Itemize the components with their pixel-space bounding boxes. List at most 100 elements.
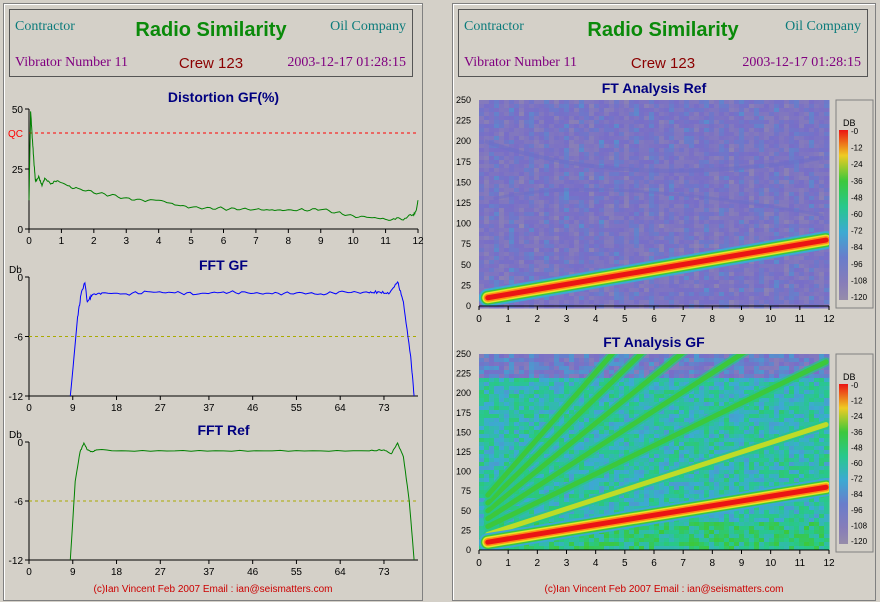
spectrogram-cell bbox=[724, 240, 730, 245]
spectrogram-cell bbox=[519, 176, 525, 181]
spectrogram-cell bbox=[489, 362, 495, 367]
spectrogram-cell bbox=[584, 236, 590, 241]
spectrogram-cell bbox=[719, 164, 725, 169]
spectrogram-cell bbox=[824, 300, 830, 305]
spectrogram-cell bbox=[794, 276, 800, 281]
spectrogram-cell bbox=[584, 148, 590, 153]
spectrogram-cell bbox=[809, 160, 815, 165]
spectrogram-cell bbox=[699, 128, 705, 133]
spectrogram-cell bbox=[599, 236, 605, 241]
spectrogram-cell bbox=[709, 386, 715, 391]
spectrogram-cell bbox=[654, 280, 660, 285]
spectrogram-cell bbox=[604, 148, 610, 153]
spectrogram-cell bbox=[509, 144, 515, 149]
spectrogram-cell bbox=[574, 116, 580, 121]
spectrogram-cell bbox=[614, 128, 620, 133]
spectrogram-cell bbox=[774, 152, 780, 157]
spectrogram-cell bbox=[654, 228, 660, 233]
spectrogram-cell bbox=[569, 204, 575, 209]
spectrogram-cell bbox=[724, 386, 730, 391]
spectrogram-cell bbox=[729, 284, 735, 289]
spectrogram-cell bbox=[724, 288, 730, 293]
spectrogram-cell bbox=[769, 410, 775, 415]
spectrogram-cell bbox=[504, 260, 510, 265]
spectrogram-cell bbox=[784, 220, 790, 225]
spectrogram-cell bbox=[579, 184, 585, 189]
spectrogram-cell bbox=[744, 228, 750, 233]
spectrogram-cell bbox=[524, 168, 530, 173]
spectrogram-cell bbox=[754, 144, 760, 149]
spectrogram-cell bbox=[799, 212, 805, 217]
series-line bbox=[69, 441, 415, 561]
spectrogram-cell bbox=[489, 124, 495, 129]
spectrogram-cell bbox=[584, 120, 590, 125]
spectrogram-cell bbox=[494, 140, 500, 145]
spectrogram-cell bbox=[534, 128, 540, 133]
spectrogram-cell bbox=[609, 204, 615, 209]
spectrogram-cell bbox=[589, 358, 595, 363]
spectrogram-cell bbox=[649, 256, 655, 261]
spectrogram-cell bbox=[634, 128, 640, 133]
spectrogram-cell bbox=[574, 212, 580, 217]
spectrogram-cell bbox=[514, 280, 520, 285]
spectrogram-cell bbox=[759, 378, 765, 383]
x-tick-label: 9 bbox=[318, 236, 324, 247]
spectrogram-cell bbox=[619, 196, 625, 201]
spectrogram-cell bbox=[594, 228, 600, 233]
spectrogram-cell bbox=[674, 116, 680, 121]
spectrogram-cell bbox=[654, 200, 660, 205]
spectrogram-cell bbox=[514, 276, 520, 281]
spectrogram-cell bbox=[589, 176, 595, 181]
spectrogram-cell bbox=[629, 232, 635, 237]
spectrogram-cell bbox=[614, 240, 620, 245]
spectrogram-cell bbox=[684, 228, 690, 233]
spectrogram-cell bbox=[624, 402, 630, 407]
spectrogram-cell bbox=[604, 418, 610, 423]
spectrogram-cell bbox=[814, 172, 820, 177]
spectrogram-cell bbox=[499, 374, 505, 379]
spectrogram-cell bbox=[509, 232, 515, 237]
spectrogram-cell bbox=[809, 264, 815, 269]
spectrogram-cell bbox=[509, 240, 515, 245]
spectrogram-cell bbox=[534, 228, 540, 233]
spectrogram-cell bbox=[659, 144, 665, 149]
spectrogram-cell bbox=[559, 108, 565, 113]
spectrogram-cell bbox=[674, 418, 680, 423]
spectrogram-cell bbox=[794, 128, 800, 133]
spectrogram-cell bbox=[579, 192, 585, 197]
spectrogram-cell bbox=[694, 370, 700, 375]
spectrogram-cell bbox=[694, 140, 700, 145]
spectrogram-cell bbox=[769, 124, 775, 129]
spectrogram-cell bbox=[759, 264, 765, 269]
spectrogram-cell bbox=[569, 200, 575, 205]
y-tick-label: 50 bbox=[12, 105, 24, 116]
spectrogram-cell bbox=[674, 374, 680, 379]
spectrogram-cell bbox=[729, 132, 735, 137]
spectrogram-cell bbox=[524, 208, 530, 213]
spectrogram-cell bbox=[804, 208, 810, 213]
spectrogram-cell bbox=[624, 248, 630, 253]
spectrogram-cell bbox=[599, 212, 605, 217]
spectrogram-cell bbox=[709, 296, 715, 301]
spectrogram-cell bbox=[624, 148, 630, 153]
spectrogram-cell bbox=[559, 116, 565, 121]
spectrogram-cell bbox=[724, 300, 730, 305]
spectrogram-cell bbox=[779, 204, 785, 209]
spectrogram-cell bbox=[789, 148, 795, 153]
spectrogram-cell bbox=[479, 276, 485, 281]
spectrogram-cell bbox=[539, 386, 545, 391]
spectrogram-cell bbox=[709, 200, 715, 205]
spectrogram-cell bbox=[689, 156, 695, 161]
spectrogram-cell bbox=[764, 128, 770, 133]
spectrogram-cell bbox=[714, 232, 720, 237]
spectrogram-cell bbox=[789, 224, 795, 229]
spectrogram-cell bbox=[779, 280, 785, 285]
spectrogram-cell bbox=[689, 196, 695, 201]
spectrogram-cell bbox=[704, 176, 710, 181]
spectrogram-cell bbox=[479, 212, 485, 217]
spectrogram-cell bbox=[754, 374, 760, 379]
spectrogram-cell bbox=[764, 188, 770, 193]
spectrogram-cell bbox=[624, 212, 630, 217]
spectrogram-cell bbox=[759, 366, 765, 371]
